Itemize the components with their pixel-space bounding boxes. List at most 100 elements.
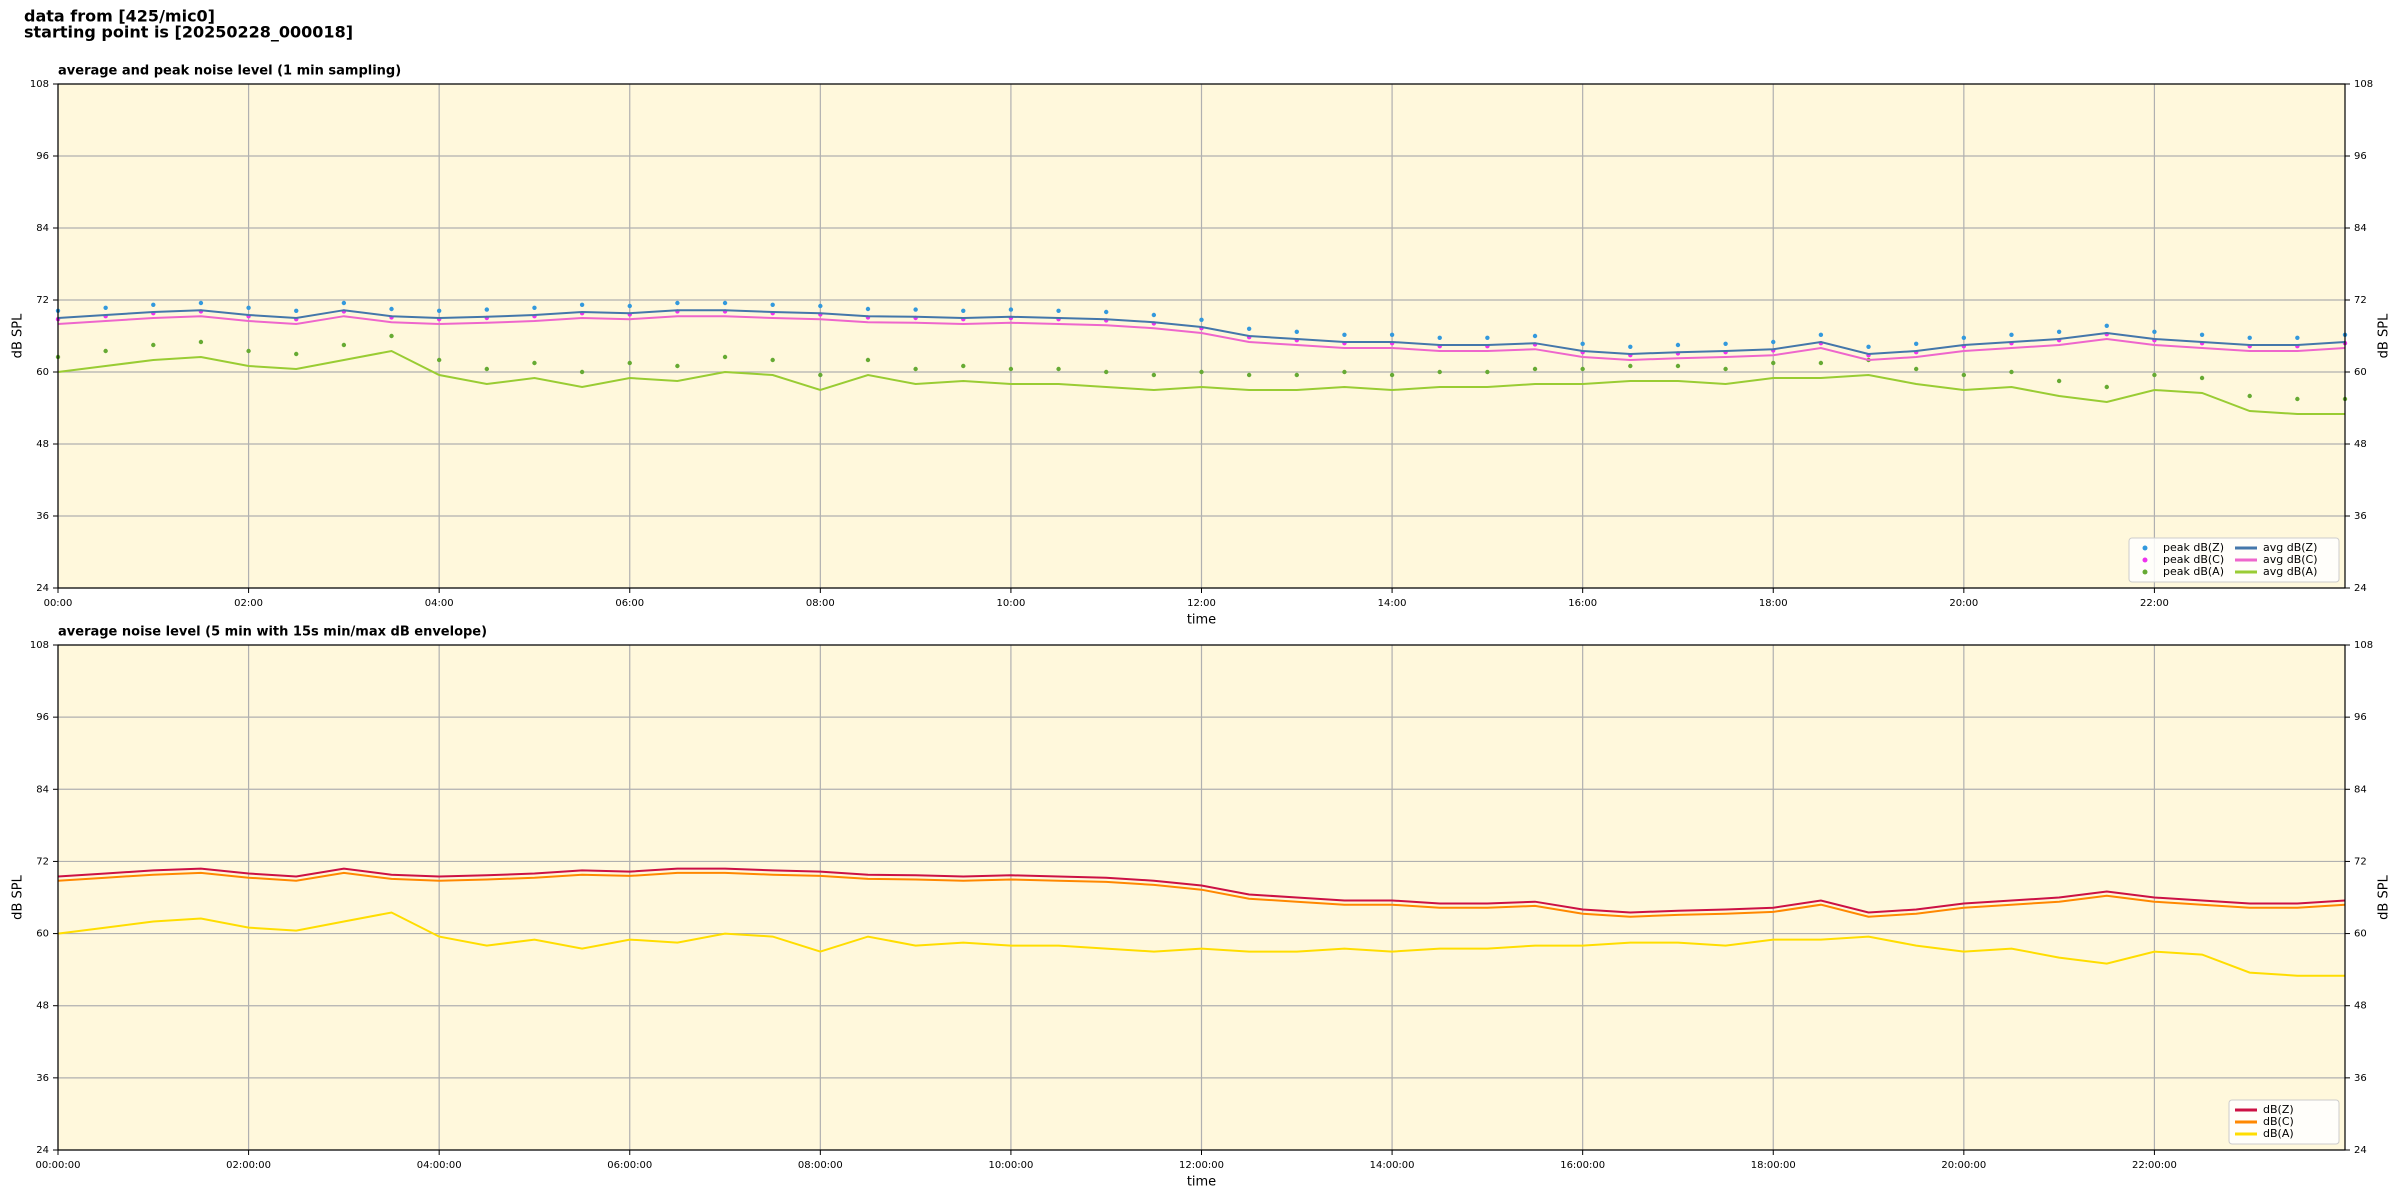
peak-point bbox=[770, 302, 775, 307]
peak-point bbox=[2199, 375, 2205, 381]
peak-point bbox=[913, 366, 918, 372]
peak-point bbox=[1294, 372, 1299, 378]
y-tick-label: 108 bbox=[30, 79, 49, 90]
y2-tick-label: 48 bbox=[2354, 1001, 2367, 1012]
peak-point bbox=[2152, 329, 2157, 334]
peak-point bbox=[961, 308, 966, 313]
peak-point bbox=[1961, 372, 1967, 378]
peak-point bbox=[484, 366, 490, 372]
peak-point bbox=[341, 342, 347, 348]
y-axis-label: dB SPL bbox=[11, 313, 26, 358]
x-axis-label: time bbox=[1187, 613, 1216, 628]
subplot-title: average noise level (5 min with 15s min/… bbox=[58, 625, 487, 640]
legend-label: peak dB(A) bbox=[2163, 565, 2224, 578]
y-tick-label: 72 bbox=[36, 856, 49, 867]
peak-point bbox=[1913, 341, 1919, 346]
x-tick-label: 10:00:00 bbox=[988, 1160, 1033, 1171]
peak-point bbox=[1485, 369, 1490, 375]
peak-point bbox=[1723, 341, 1728, 346]
peak-point bbox=[246, 305, 251, 310]
series-line bbox=[57, 867, 2346, 914]
y-tick-label: 48 bbox=[36, 1001, 49, 1012]
y2-axis-label: dB SPL bbox=[2377, 313, 2392, 358]
x-tick-label: 08:00:00 bbox=[798, 1160, 843, 1171]
peak-point bbox=[1485, 335, 1490, 340]
peak-point bbox=[2104, 323, 2109, 328]
peak-point bbox=[770, 357, 775, 363]
y2-tick-label: 72 bbox=[2354, 856, 2367, 867]
series-line bbox=[57, 911, 2345, 977]
peak-point bbox=[1104, 369, 1109, 375]
x-tick-label: 20:00 bbox=[1949, 598, 1978, 609]
peak-point bbox=[865, 357, 871, 363]
peak-point bbox=[389, 333, 394, 339]
x-tick-label: 08:00 bbox=[806, 598, 835, 609]
peak-point bbox=[484, 307, 490, 312]
peak-point bbox=[389, 306, 394, 312]
header-line: data from [425/mic0] bbox=[24, 7, 215, 26]
legend-marker bbox=[2142, 557, 2148, 563]
x-tick-label: 22:00 bbox=[2140, 598, 2169, 609]
legend-label: dB(C) bbox=[2263, 1115, 2294, 1128]
x-tick-label: 06:00:00 bbox=[607, 1160, 652, 1171]
peak-point bbox=[1056, 308, 1061, 313]
series-line bbox=[57, 315, 2346, 362]
peak-point bbox=[1008, 366, 1014, 372]
peak-point bbox=[579, 369, 585, 375]
peak-point bbox=[627, 303, 632, 309]
peak-point bbox=[675, 300, 680, 306]
peak-point bbox=[1437, 369, 1442, 375]
peak-point bbox=[1580, 366, 1585, 372]
y-tick-label: 24 bbox=[36, 583, 49, 594]
peak-point bbox=[865, 306, 871, 312]
y2-tick-label: 108 bbox=[2354, 79, 2373, 90]
legend-marker bbox=[2142, 569, 2148, 575]
peak-point bbox=[2247, 393, 2252, 399]
legend: peak dB(Z)peak dB(C)peak dB(A)avg dB(Z)a… bbox=[2128, 537, 2340, 583]
x-tick-label: 02:00:00 bbox=[226, 1160, 271, 1171]
y-tick-label: 60 bbox=[36, 929, 49, 940]
peak-point bbox=[294, 351, 299, 357]
y-tick-label: 36 bbox=[36, 1073, 49, 1084]
peak-point bbox=[2056, 378, 2062, 384]
peak-point bbox=[2295, 335, 2300, 340]
y-tick-label: 96 bbox=[36, 151, 49, 162]
legend-label: dB(Z) bbox=[2263, 1103, 2294, 1116]
peak-point bbox=[913, 307, 918, 312]
legend-label: avg dB(Z) bbox=[2263, 541, 2317, 554]
peak-point bbox=[2104, 384, 2109, 390]
y2-tick-label: 24 bbox=[2354, 1145, 2367, 1156]
peak-point bbox=[1580, 341, 1585, 346]
y-tick-label: 108 bbox=[30, 640, 49, 651]
peak-point bbox=[1675, 342, 1681, 348]
peak-point bbox=[2009, 332, 2014, 337]
x-tick-label: 10:00 bbox=[997, 598, 1026, 609]
x-tick-label: 14:00 bbox=[1378, 598, 1407, 609]
peak-point bbox=[2009, 369, 2014, 375]
x-tick-label: 06:00 bbox=[615, 598, 644, 609]
y2-tick-label: 84 bbox=[2354, 784, 2367, 795]
y-tick-label: 72 bbox=[36, 295, 49, 306]
y-tick-label: 84 bbox=[36, 784, 49, 795]
subplot: average and peak noise level (1 min samp… bbox=[11, 64, 2392, 628]
peak-point bbox=[1913, 366, 1919, 372]
y2-tick-label: 96 bbox=[2354, 151, 2367, 162]
peak-point bbox=[1628, 344, 1633, 349]
peak-point bbox=[1104, 309, 1109, 315]
peak-point bbox=[1771, 339, 1776, 345]
y2-tick-label: 36 bbox=[2354, 1073, 2367, 1084]
x-tick-label: 02:00 bbox=[234, 598, 263, 609]
peak-point bbox=[818, 372, 823, 378]
series-line bbox=[57, 871, 2346, 918]
peak-point bbox=[579, 302, 585, 307]
y2-tick-label: 72 bbox=[2354, 295, 2367, 306]
peak-point bbox=[627, 360, 632, 366]
x-tick-label: 20:00:00 bbox=[1941, 1160, 1986, 1171]
peak-point bbox=[532, 360, 537, 366]
peak-point bbox=[103, 305, 108, 310]
peak-point bbox=[198, 300, 204, 306]
x-tick-label: 22:00:00 bbox=[2132, 1160, 2177, 1171]
peak-point bbox=[1056, 366, 1061, 372]
x-tick-label: 12:00:00 bbox=[1179, 1160, 1224, 1171]
peak-point bbox=[1818, 332, 1824, 337]
